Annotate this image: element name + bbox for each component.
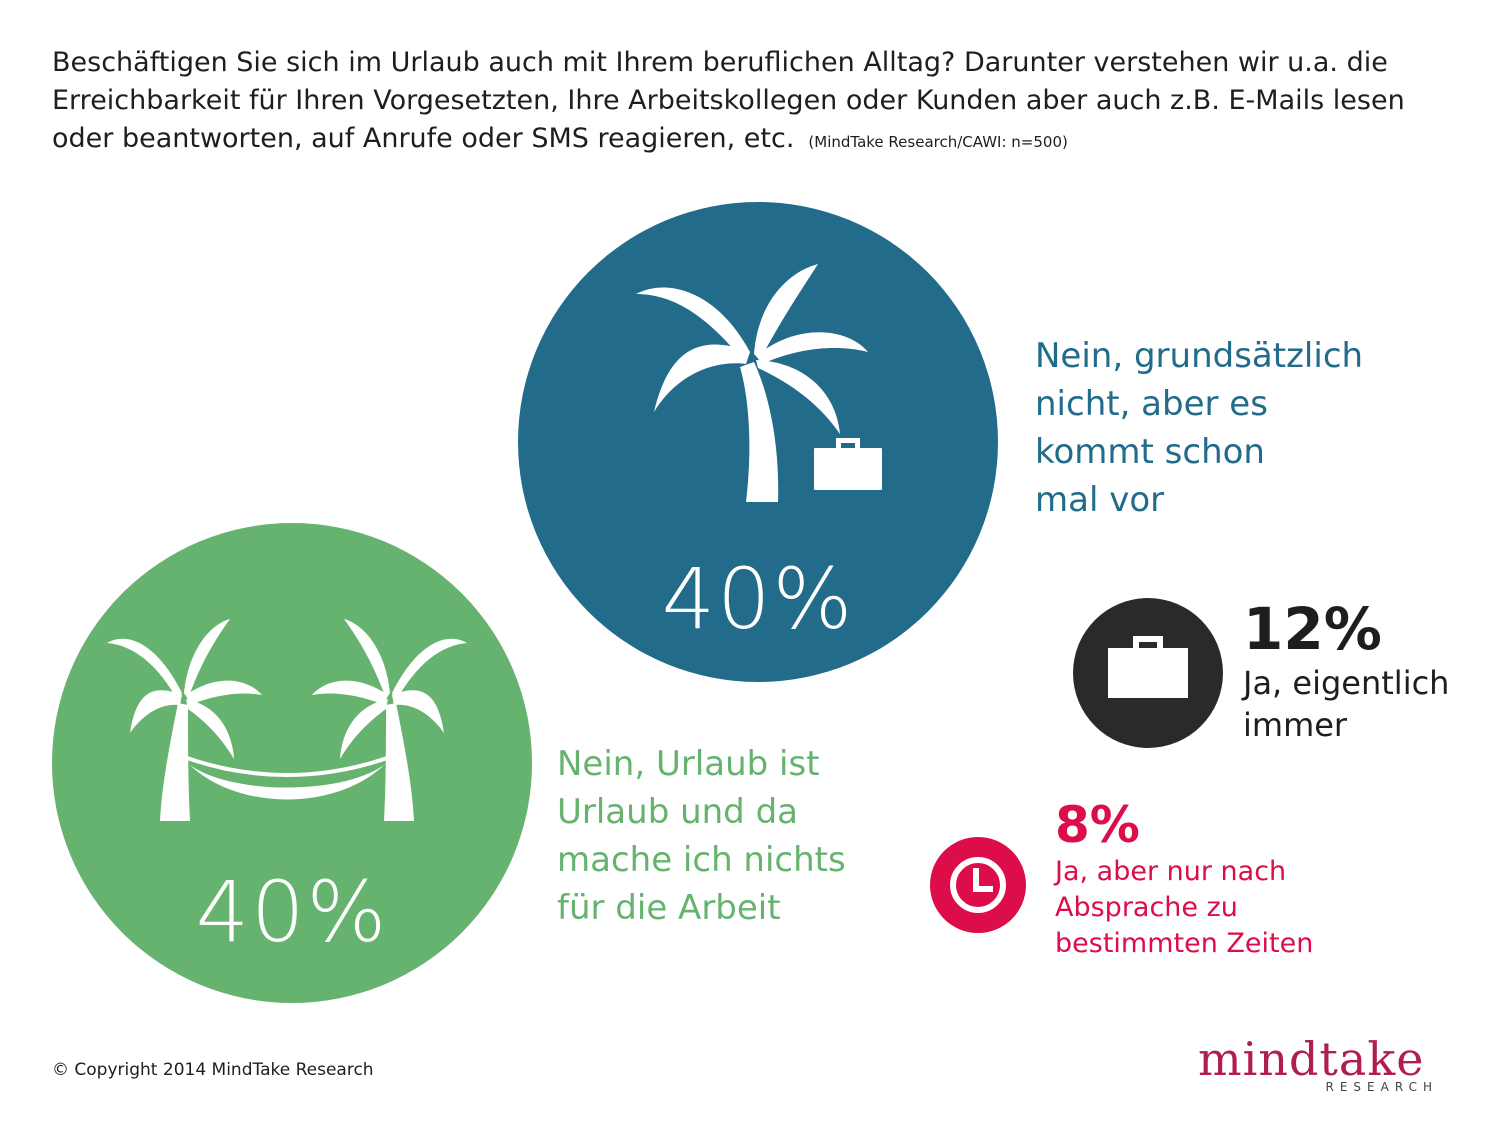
label-black-line: Ja, eigentlich	[1243, 664, 1450, 702]
logo-word: mindtake	[1198, 1032, 1425, 1086]
circle-green: 40%	[52, 523, 532, 1003]
question-text: Beschäftigen Sie sich im Urlaub auch mit…	[52, 44, 1472, 161]
pct-blue: 40%	[661, 550, 855, 648]
mindtake-logo: mindtake RESEARCH	[1198, 1032, 1448, 1102]
label-red-line: bestimmten Zeiten	[1055, 928, 1314, 959]
circle-red	[930, 837, 1026, 933]
label-blue-line: nicht, aber es	[1035, 384, 1268, 424]
copyright-text: © Copyright 2014 MindTake Research	[52, 1060, 374, 1080]
label-green-line: Urlaub und da	[557, 792, 798, 832]
label-blue: Nein, grundsätzlich nicht, aber es kommt…	[1035, 332, 1363, 524]
logo-sub: RESEARCH	[1325, 1080, 1438, 1094]
label-black-line: immer	[1243, 706, 1348, 744]
label-green-line: für die Arbeit	[557, 888, 781, 928]
label-black: 12% Ja, eigentlich immer	[1243, 596, 1449, 746]
clock-icon	[950, 857, 1006, 913]
hammock-palms-icon	[107, 619, 467, 821]
briefcase-icon	[1108, 636, 1188, 698]
pct-red: 8%	[1055, 796, 1140, 854]
pct-black: 12%	[1243, 595, 1382, 663]
source-note: (MindTake Research/CAWI: n=500)	[808, 133, 1068, 151]
label-green-line: Nein, Urlaub ist	[557, 744, 820, 784]
label-red-line: Absprache zu	[1055, 892, 1238, 923]
circle-black	[1073, 598, 1223, 748]
question-body: Beschäftigen Sie sich im Urlaub auch mit…	[52, 47, 1405, 154]
label-blue-line: kommt schon	[1035, 432, 1265, 472]
label-red: 8% Ja, aber nur nach Absprache zu bestim…	[1055, 796, 1313, 962]
label-blue-line: mal vor	[1035, 480, 1165, 520]
label-red-line: Ja, aber nur nach	[1055, 856, 1287, 887]
circle-blue: 40%	[518, 202, 998, 682]
label-green-line: mache ich nichts	[557, 840, 846, 880]
label-green: Nein, Urlaub ist Urlaub und da mache ich…	[557, 740, 846, 932]
label-blue-line: Nein, grundsätzlich	[1035, 336, 1364, 376]
pct-green: 40%	[195, 863, 389, 961]
palm-tree-with-briefcase-icon	[636, 264, 882, 502]
